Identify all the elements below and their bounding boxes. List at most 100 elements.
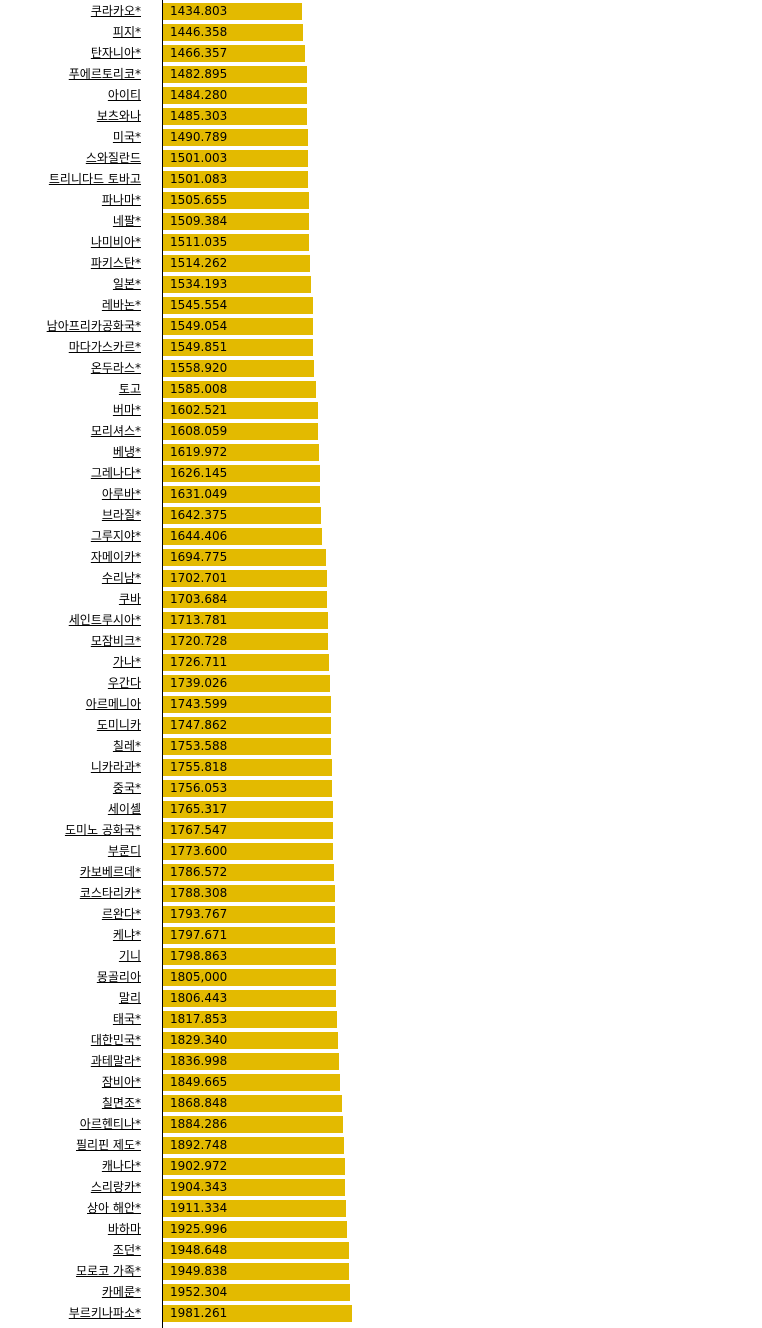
category-label[interactable]: 말리	[118, 991, 141, 1005]
category-label[interactable]: 자메이카*	[90, 550, 141, 564]
category-label[interactable]: 파나마*	[101, 193, 141, 207]
category-label[interactable]: 도미노 공화국*	[64, 823, 141, 837]
value-label: 1726.711	[170, 655, 228, 669]
category-label[interactable]: 부룬디	[107, 844, 141, 858]
category-label[interactable]: 조던*	[112, 1243, 141, 1257]
category-label[interactable]: 아이티	[107, 88, 141, 102]
category-label[interactable]: 브라질*	[101, 508, 141, 522]
bar	[163, 1074, 340, 1091]
category-label[interactable]: 나미비아*	[90, 235, 141, 249]
bar	[163, 780, 332, 797]
category-label[interactable]: 아르헨티나*	[79, 1117, 141, 1131]
category-label[interactable]: 우간다	[107, 676, 141, 690]
category-label[interactable]: 칠레*	[112, 739, 141, 753]
category-label[interactable]: 바하마	[107, 1222, 141, 1236]
bar-row: 네팔* 1509.384	[0, 211, 762, 232]
bar	[163, 1137, 344, 1154]
category-label[interactable]: 모잠비크*	[90, 634, 141, 648]
category-label[interactable]: 스리랑카*	[90, 1180, 141, 1194]
bar	[163, 1011, 337, 1028]
category-label[interactable]: 탄자니아*	[90, 46, 141, 60]
category-label[interactable]: 모로코 가족*	[75, 1264, 141, 1278]
bar-row: 니카라과* 1755.818	[0, 757, 762, 778]
bar-row: 아르메니아 1743.599	[0, 694, 762, 715]
category-label[interactable]: 기니	[118, 949, 141, 963]
category-label[interactable]: 모리셔스*	[90, 424, 141, 438]
category-label[interactable]: 쿠라카오*	[90, 4, 141, 18]
category-label[interactable]: 보츠와나	[96, 109, 141, 123]
bar	[163, 822, 333, 839]
bar-row: 아루바* 1631.049	[0, 484, 762, 505]
category-label[interactable]: 레바논*	[101, 298, 141, 312]
category-label[interactable]: 몽골리아	[96, 970, 141, 984]
bar-row: 일본* 1534.193	[0, 274, 762, 295]
category-label[interactable]: 카보베르데*	[79, 865, 141, 879]
bar	[163, 108, 307, 125]
category-label[interactable]: 코스타리카*	[79, 886, 141, 900]
value-label: 1798.863	[170, 949, 228, 963]
category-label[interactable]: 버마*	[112, 403, 141, 417]
bar-row: 온두라스* 1558.920	[0, 358, 762, 379]
value-label: 1829.340	[170, 1033, 228, 1047]
bar-row: 모리셔스* 1608.059	[0, 421, 762, 442]
category-label[interactable]: 도미니카	[96, 718, 141, 732]
category-label[interactable]: 쿠바	[118, 592, 141, 606]
bar	[163, 696, 331, 713]
category-label[interactable]: 스와질란드	[85, 151, 141, 165]
category-label[interactable]: 잠비아*	[101, 1075, 141, 1089]
category-label[interactable]: 수리남*	[101, 571, 141, 585]
category-label[interactable]: 필리핀 제도*	[75, 1138, 141, 1152]
category-label[interactable]: 케냐*	[112, 928, 141, 942]
category-label[interactable]: 중국*	[112, 781, 141, 795]
category-label[interactable]: 토고	[118, 382, 141, 396]
category-label[interactable]: 카메룬*	[101, 1285, 141, 1299]
value-label: 1786.572	[170, 865, 228, 879]
value-label: 1549.851	[170, 340, 228, 354]
category-label[interactable]: 네팔*	[112, 214, 141, 228]
bar-row: 상아 해안* 1911.334	[0, 1198, 762, 1219]
category-label[interactable]: 아르메니아	[85, 697, 141, 711]
category-label[interactable]: 남아프리카공화국*	[46, 319, 141, 333]
category-label[interactable]: 아루바*	[101, 487, 141, 501]
category-label[interactable]: 태국*	[112, 1012, 141, 1026]
bar	[163, 234, 309, 251]
bar	[163, 339, 313, 356]
category-label[interactable]: 니카라과*	[90, 760, 141, 774]
category-label[interactable]: 피지*	[112, 25, 141, 39]
category-label[interactable]: 푸에르토리코*	[68, 67, 141, 81]
bar	[163, 633, 328, 650]
category-label[interactable]: 일본*	[112, 277, 141, 291]
bar-row: 나미비아* 1511.035	[0, 232, 762, 253]
category-label[interactable]: 대한민국*	[90, 1033, 141, 1047]
category-label[interactable]: 과테말라*	[90, 1054, 141, 1068]
category-label[interactable]: 그레나다*	[90, 466, 141, 480]
bar-row: 대한민국* 1829.340	[0, 1030, 762, 1051]
value-label: 1755.818	[170, 760, 228, 774]
bar	[163, 3, 302, 20]
category-label[interactable]: 베냉*	[112, 445, 141, 459]
category-label[interactable]: 트리니다드 토바고	[48, 172, 141, 186]
category-label[interactable]: 마다가스카르*	[68, 340, 141, 354]
category-label[interactable]: 상아 해안*	[87, 1201, 141, 1215]
category-label[interactable]: 부르키나파소*	[68, 1306, 141, 1320]
category-label[interactable]: 세이셸	[107, 802, 141, 816]
category-label[interactable]: 파키스탄*	[90, 256, 141, 270]
bar	[163, 318, 313, 335]
value-label: 1868.848	[170, 1096, 228, 1110]
bar-row: 세인트루시아* 1713.781	[0, 610, 762, 631]
category-label[interactable]: 캐나다*	[101, 1159, 141, 1173]
bar-row: 토고 1585.008	[0, 379, 762, 400]
category-label[interactable]: 르완다*	[101, 907, 141, 921]
category-label[interactable]: 미국*	[112, 130, 141, 144]
category-label[interactable]: 그루지야*	[90, 529, 141, 543]
value-label: 1904.343	[170, 1180, 228, 1194]
category-label[interactable]: 가나*	[112, 655, 141, 669]
bar-row: 푸에르토리코* 1482.895	[0, 64, 762, 85]
value-label: 1793.767	[170, 907, 228, 921]
bar	[163, 507, 321, 524]
bar-row: 부르키나파소* 1981.261	[0, 1303, 762, 1324]
category-label[interactable]: 온두라스*	[90, 361, 141, 375]
category-label[interactable]: 세인트루시아*	[68, 613, 141, 627]
category-label[interactable]: 칠면조*	[101, 1096, 141, 1110]
bar-row: 말리 1806.443	[0, 988, 762, 1009]
